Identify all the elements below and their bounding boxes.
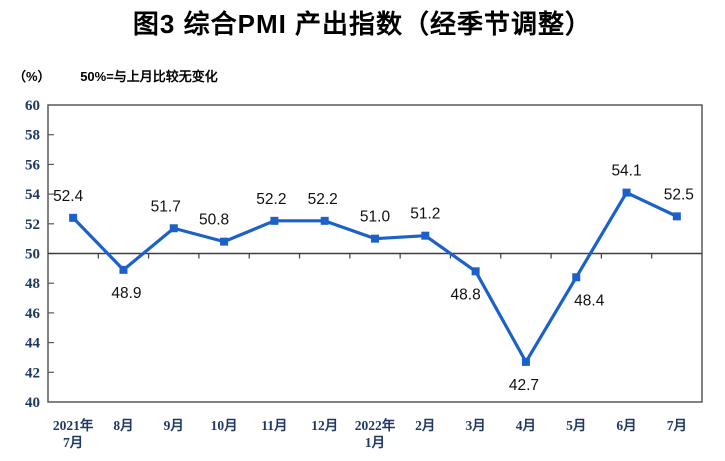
data-point-marker (421, 231, 430, 240)
y-tick-label: 40 (25, 395, 40, 411)
y-tick-label: 52 (25, 217, 40, 233)
data-point-marker (622, 188, 631, 197)
y-axis-unit-label: （%） (13, 69, 51, 84)
x-tick-label: 4月 (516, 418, 536, 433)
x-tick-label: 2022年 (355, 417, 396, 433)
data-point-label: 48.4 (574, 292, 605, 309)
x-tick-label: 3月 (465, 418, 485, 433)
data-point-label: 42.7 (509, 377, 539, 394)
y-tick-label: 60 (25, 98, 40, 114)
data-point-label: 48.8 (451, 286, 481, 303)
data-point-marker (572, 273, 581, 282)
axis-note-row: （%） 50%=与上月比较无变化 (13, 66, 218, 85)
data-point-marker (220, 237, 229, 246)
data-point-label: 52.2 (256, 191, 286, 208)
x-tick-label: 7月 (667, 418, 687, 433)
x-tick-label: 1月 (365, 435, 385, 450)
x-tick-label: 2月 (415, 418, 435, 433)
data-point-label: 52.4 (53, 188, 84, 205)
data-point-marker (320, 216, 329, 225)
data-point-label: 50.8 (199, 212, 229, 229)
data-point-label: 52.2 (308, 191, 338, 208)
data-point-label: 48.9 (111, 285, 141, 302)
data-point-label: 51.0 (360, 209, 391, 226)
data-point-label: 51.2 (410, 206, 440, 223)
chart-title: 图3 综合PMI 产出指数（经季节调整） (132, 9, 593, 39)
y-tick-label: 46 (25, 306, 41, 322)
data-point-marker (521, 357, 530, 366)
x-tick-label: 12月 (311, 418, 338, 433)
data-point-marker (270, 216, 279, 225)
y-tick-label: 56 (25, 157, 41, 173)
y-tick-label: 50 (25, 247, 40, 263)
y-tick-label: 54 (25, 187, 41, 203)
data-point-marker (371, 234, 379, 243)
x-tick-label: 2021年 (53, 417, 94, 433)
x-tick-label: 5月 (566, 418, 586, 433)
x-tick-label: 9月 (164, 418, 184, 433)
data-point-marker (169, 224, 178, 233)
data-point-marker (119, 265, 128, 274)
x-tick-label: 6月 (616, 418, 636, 433)
y-tick-label: 44 (25, 336, 41, 352)
x-tick-label: 10月 (211, 418, 238, 433)
y-tick-label: 42 (25, 365, 40, 381)
data-point-label: 54.1 (611, 163, 641, 180)
x-tick-label: 8月 (113, 418, 133, 433)
y-tick-label: 58 (25, 128, 40, 144)
data-point-label: 51.7 (151, 198, 181, 215)
fifty-percent-note: 50%=与上月比较无变化 (80, 69, 218, 84)
y-tick-label: 48 (25, 276, 40, 292)
data-point-marker (672, 212, 681, 221)
x-tick-label: 7月 (63, 435, 83, 450)
data-point-marker (69, 213, 78, 222)
data-point-label: 52.5 (664, 186, 694, 203)
x-tick-label: 11月 (261, 418, 287, 433)
data-point-marker (471, 267, 480, 276)
